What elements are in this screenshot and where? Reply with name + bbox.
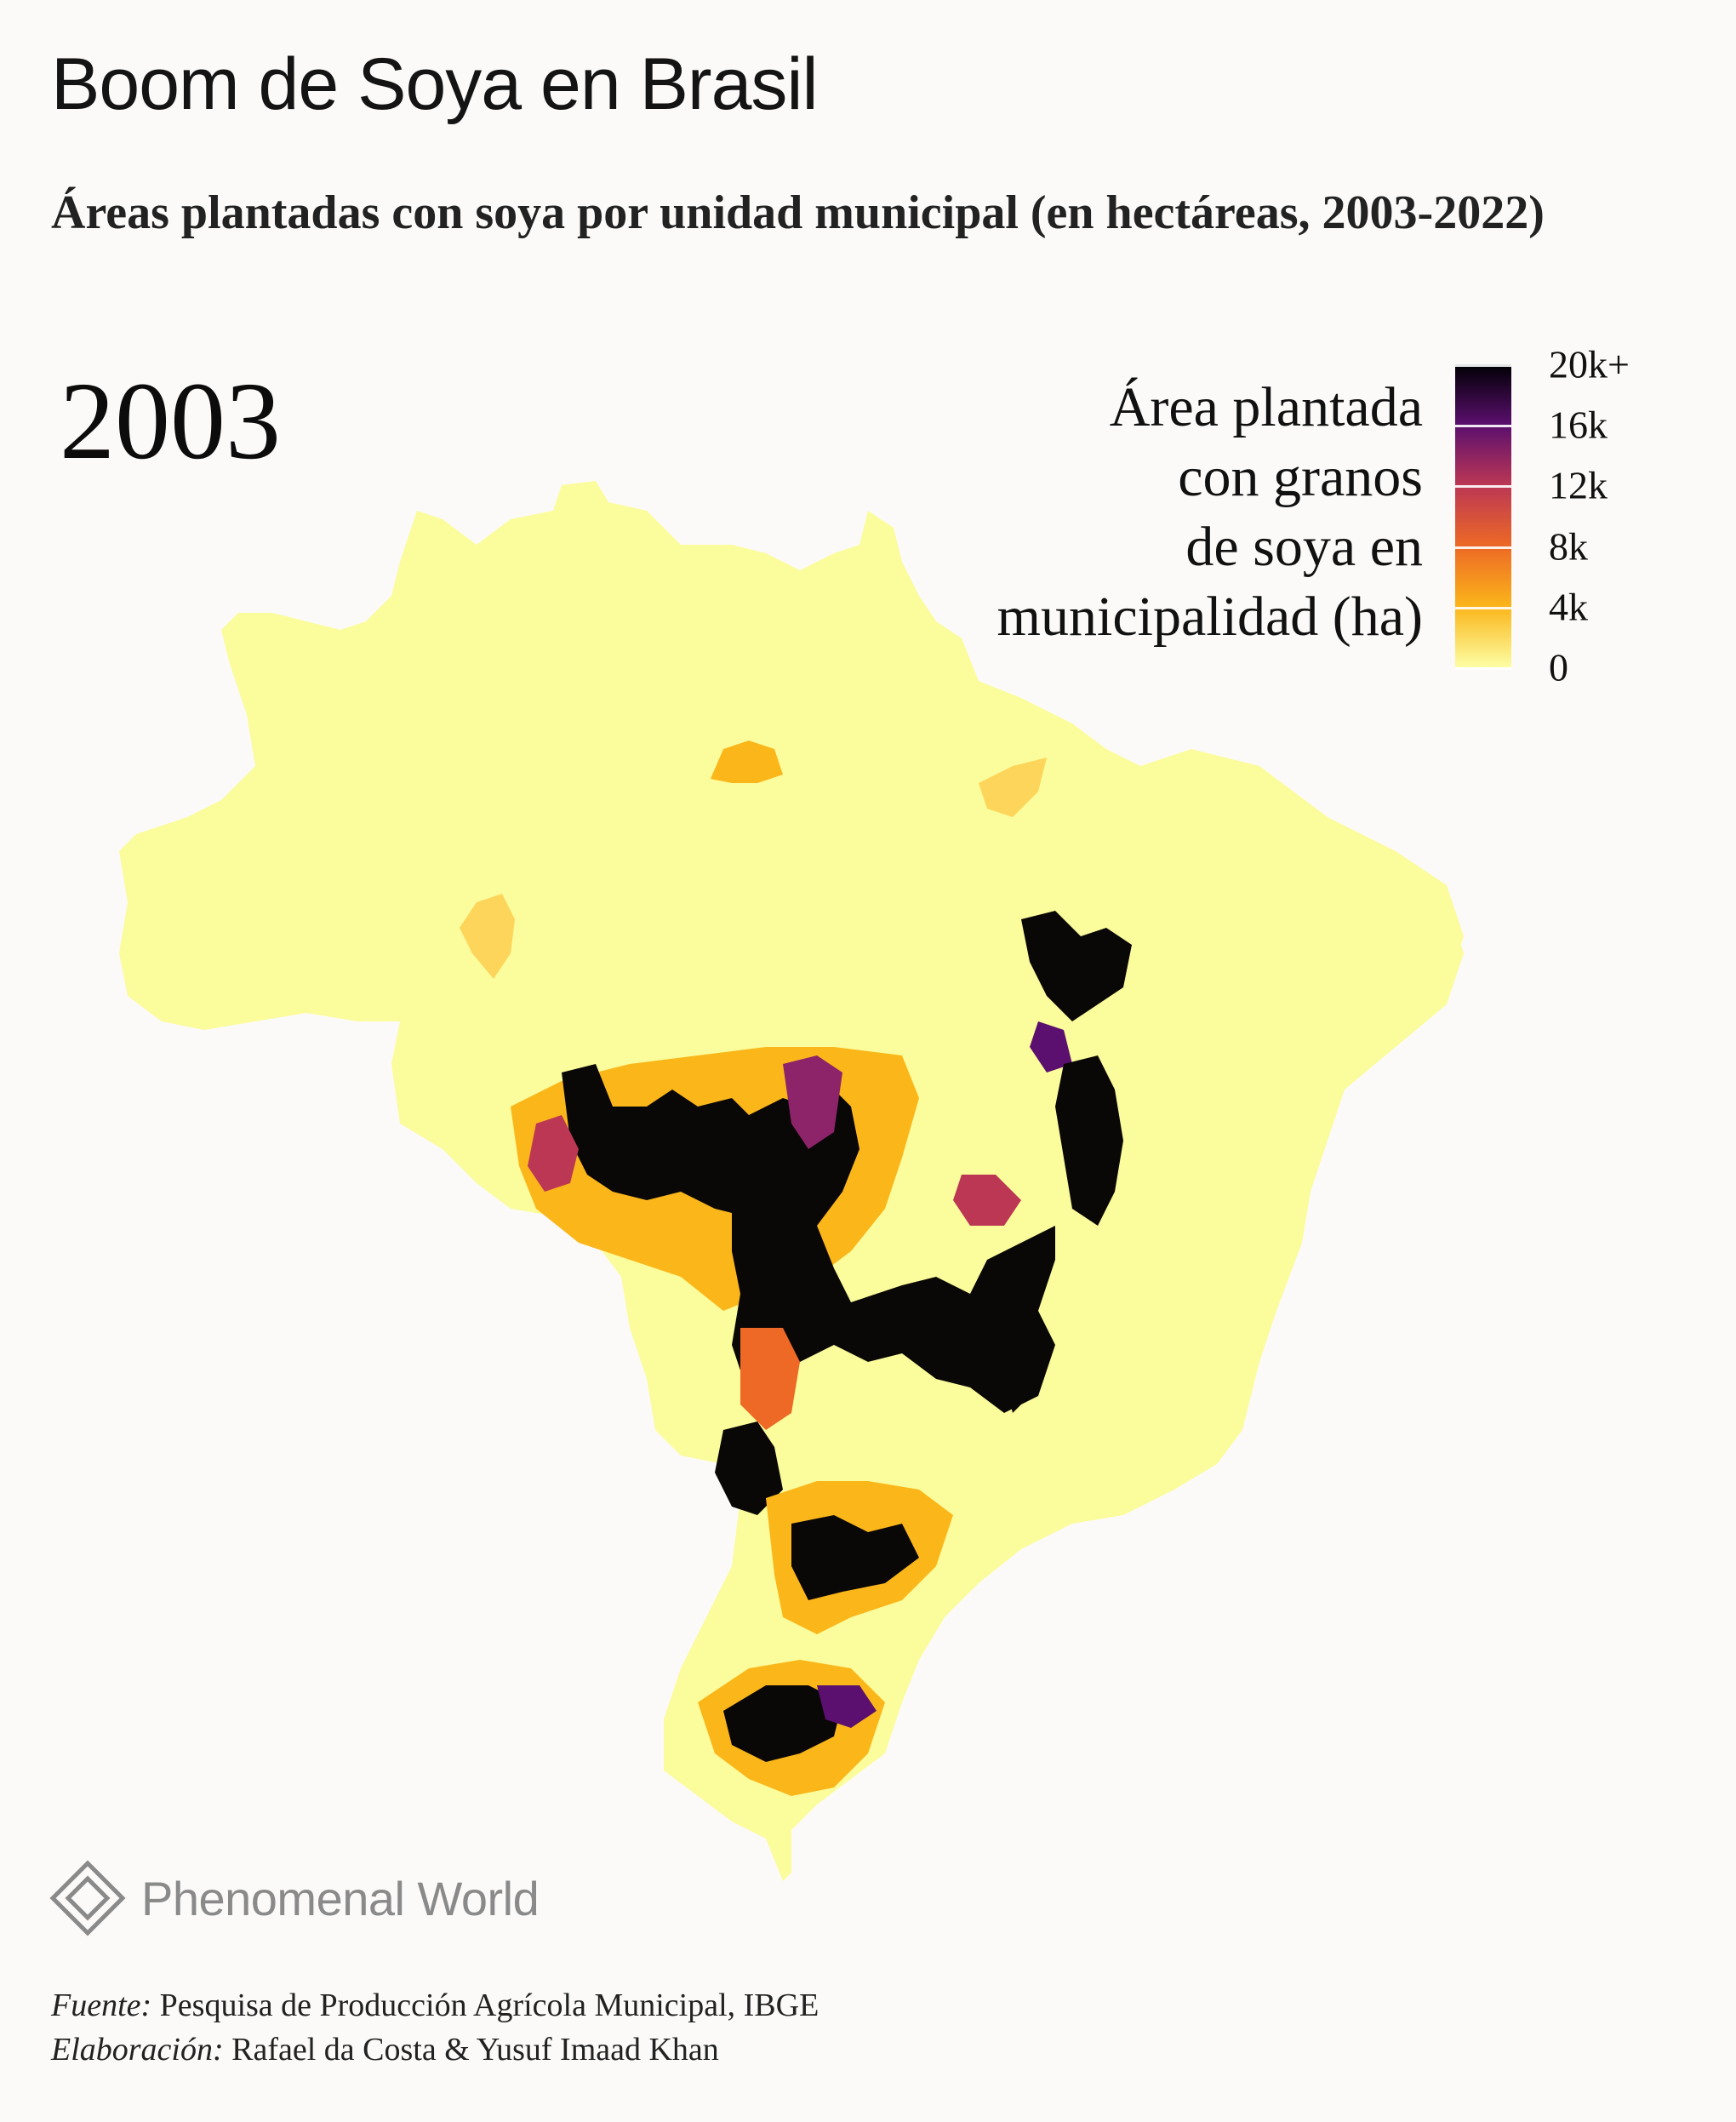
soy-patch-amazon-2	[979, 758, 1047, 817]
source-text: Pesquisa de Producción Agrícola Municipa…	[159, 1988, 819, 2023]
soy-patch-rs-purple	[817, 1685, 877, 1728]
source-label: Fuente:	[51, 1988, 152, 2023]
legend-title-line-4: municipalidad (ha)	[996, 586, 1423, 648]
soy-patch-mt-purple	[783, 1055, 842, 1149]
soy-region-north	[460, 741, 1047, 979]
legend-tick-mark	[1455, 364, 1511, 367]
legend-tick-mark	[1455, 606, 1511, 609]
author-label: Elaboración:	[51, 2032, 224, 2068]
soy-patch-amazon-1	[711, 741, 783, 783]
soy-patch-goias-orange	[740, 1328, 800, 1430]
soy-region-matopiba	[953, 911, 1132, 1226]
legend-tick-mark	[1455, 425, 1511, 428]
soy-region-south	[698, 1421, 953, 1796]
phenomenal-world-logo: Phenomenal World	[49, 1860, 540, 1936]
legend-tick-mark	[1455, 667, 1511, 670]
legend-tick-label: 0	[1549, 645, 1568, 689]
soy-patch-mt-black-1	[562, 1064, 859, 1234]
legend-tick-label: 16k	[1549, 403, 1608, 447]
legend-tick-label: 12k	[1549, 463, 1608, 507]
soy-patch-mt-black-2	[732, 1209, 1055, 1413]
legend-title-line-3: de soya en	[1185, 516, 1423, 578]
source-line: Fuente: Pesquisa de Producción Agrícola …	[51, 1983, 819, 2028]
legend-tick-label: 4k	[1549, 585, 1588, 629]
soy-patch-rs-black	[723, 1685, 842, 1762]
soy-patch-parana-black	[791, 1515, 919, 1600]
soy-patch-maranhao-purple	[1030, 1021, 1072, 1072]
soy-region-mato-grosso	[511, 1047, 1055, 1413]
author-text: Rafael da Costa & Yusuf Imaad Khan	[231, 2032, 719, 2068]
page-subtitle: Áreas plantadas con soya por unidad muni…	[51, 186, 1545, 239]
credits: Fuente: Pesquisa de Producción Agrícola …	[51, 1983, 819, 2072]
legend-title-line-1: Área plantada	[1109, 376, 1423, 438]
legend-color-bar	[1455, 364, 1511, 667]
legend-tick-label: 8k	[1549, 524, 1588, 569]
page-title: Boom de Soya en Brasil	[51, 43, 819, 125]
soy-patch-amazon-3	[460, 894, 515, 979]
soy-region-goias	[740, 1328, 1030, 1430]
soy-patch-bahia	[1055, 1055, 1123, 1226]
legend-title: Área plantada con granos de soya en muni…	[776, 373, 1423, 652]
diamond-logo-icon	[49, 1860, 126, 1936]
soy-patch-goias-black	[953, 1328, 1030, 1413]
logo-text: Phenomenal World	[141, 1871, 540, 1925]
northeast-bulge	[1123, 749, 1464, 1124]
legend-tick-mark	[1455, 546, 1511, 549]
year-label: 2003	[60, 360, 281, 483]
soy-patch-ms-black	[715, 1421, 783, 1515]
author-line: Elaboración: Rafael da Costa & Yusuf Ima…	[51, 2028, 819, 2072]
legend-tick-label: 20k+	[1549, 342, 1630, 386]
soy-patch-tocantins	[953, 1175, 1021, 1226]
soy-patch-maranhao	[1021, 911, 1132, 1021]
legend-title-line-2: con granos	[1178, 446, 1423, 508]
legend-tick-mark	[1455, 485, 1511, 489]
soy-patch-mt-red	[528, 1115, 579, 1192]
